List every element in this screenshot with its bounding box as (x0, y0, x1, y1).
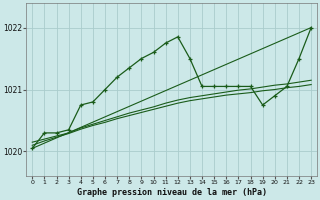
X-axis label: Graphe pression niveau de la mer (hPa): Graphe pression niveau de la mer (hPa) (77, 188, 267, 197)
